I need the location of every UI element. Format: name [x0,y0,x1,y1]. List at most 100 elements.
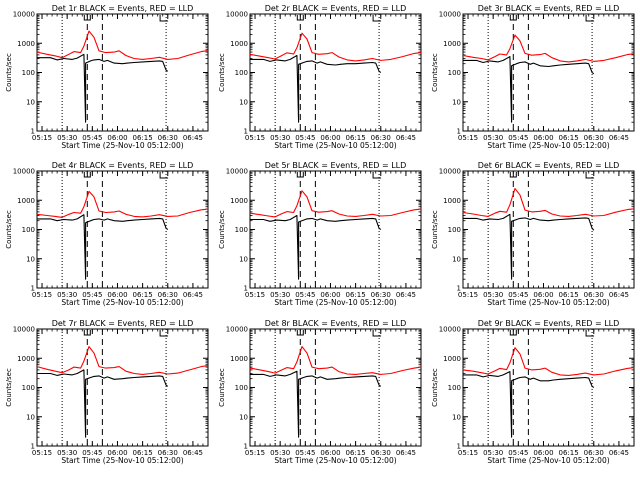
y-tick-label: 10000 [439,168,461,176]
y-tick-label: 100 [22,384,35,392]
series-line-events [463,213,595,280]
y-tick-label: 10 [26,255,35,263]
y-tick-label: 10 [452,413,461,421]
top-bracket-marker [159,172,169,179]
x-tick-label: 05:45 [295,291,315,299]
x-tick-label: 06:15 [133,449,153,457]
x-tick-label: 06:30 [158,449,178,457]
y-tick-label: 1000 [230,197,248,205]
panel-title: Det 8r BLACK = Events, RED = LLD [265,319,407,328]
x-tick-label: 06:15 [559,449,579,457]
y-tick-label: 1 [31,285,35,293]
top-bracket-marker [372,15,382,22]
y-tick-label: 10000 [226,11,248,19]
x-axis-label: Start Time (25-Nov-10 05:12:00) [274,298,396,307]
y-tick-label: 1000 [17,40,35,48]
panel-title: Det 4r BLACK = Events, RED = LLD [52,161,194,170]
x-tick-label: 06:15 [346,291,366,299]
x-tick-label: 05:15 [458,449,478,457]
y-tick-label: 10 [239,255,248,263]
panel-det-1r: Det 1r BLACK = Events, RED = LLD 1 10 100 10… [5,4,209,150]
plot-frame [249,170,422,289]
series-line-events [37,369,169,438]
x-tick-label: 05:45 [295,134,315,142]
y-tick-label: 10 [239,98,248,106]
x-tick-label: 06:15 [559,291,579,299]
y-tick-label: 10 [26,413,35,421]
x-axis-label: Start Time (25-Nov-10 05:12:00) [487,298,609,307]
x-axis-label: Start Time (25-Nov-10 05:12:00) [487,456,609,465]
x-axis-label: Start Time (25-Nov-10 05:12:00) [61,298,183,307]
top-bracket-marker [159,330,169,337]
series-line-lld [462,347,635,376]
y-tick-label: 1 [244,443,248,451]
x-tick-label: 06:45 [183,449,203,457]
x-tick-label: 06:15 [346,449,366,457]
x-tick-label: 06:00 [533,449,553,457]
x-tick-label: 05:15 [245,134,265,142]
x-tick-label: 05:30 [270,291,290,299]
top-bracket-marker [585,15,595,22]
y-tick-label: 10000 [13,326,35,334]
x-tick-label: 06:00 [533,291,553,299]
y-tick-label: 1000 [230,40,248,48]
y-tick-label: 1 [457,443,461,451]
y-tick-label: 10 [239,413,248,421]
x-tick-label: 06:00 [320,134,340,142]
x-tick-label: 06:45 [609,291,629,299]
y-tick-label: 1 [244,128,248,136]
top-bracket-marker [159,15,169,22]
panel-det-5r: Det 5r BLACK = Events, RED = LLD 1 10 100 10… [218,161,422,307]
y-tick-label: 100 [448,226,461,234]
x-tick-label: 06:15 [133,134,153,142]
series-line-events [463,371,595,438]
x-tick-label: 06:45 [396,291,416,299]
x-tick-label: 05:15 [245,291,265,299]
y-tick-label: 100 [235,226,248,234]
y-tick-label: 100 [235,384,248,392]
series-line-events [250,54,382,123]
series-line-lld [462,188,635,217]
x-tick-label: 06:30 [158,291,178,299]
x-tick-label: 05:45 [508,291,528,299]
series-line-lld [36,30,209,60]
series-line-lld [36,346,209,375]
x-tick-label: 05:30 [270,449,290,457]
panel-title: Det 3r BLACK = Events, RED = LLD [478,4,620,13]
y-tick-label: 1 [457,128,461,136]
x-tick-label: 05:15 [458,291,478,299]
y-tick-label: 1000 [443,40,461,48]
x-axis-label: Start Time (25-Nov-10 05:12:00) [487,141,609,150]
y-tick-label: 100 [22,226,35,234]
x-tick-label: 05:30 [483,291,503,299]
x-tick-label: 06:00 [320,449,340,457]
y-tick-label: 100 [448,384,461,392]
y-tick-label: 1 [244,285,248,293]
y-axis-label: Counts/sec [5,368,13,407]
x-tick-label: 05:45 [295,449,315,457]
panel-det-6r: Det 6r BLACK = Events, RED = LLD 1 10 100 10… [431,161,635,307]
y-tick-label: 1 [31,443,35,451]
x-tick-label: 06:15 [133,291,153,299]
x-tick-label: 05:15 [32,291,52,299]
x-tick-label: 05:15 [32,134,52,142]
x-tick-label: 06:45 [183,291,203,299]
series-line-events [37,53,169,123]
x-axis-label: Start Time (25-Nov-10 05:12:00) [274,456,396,465]
y-tick-label: 10000 [226,326,248,334]
y-tick-label: 10 [452,98,461,106]
x-tick-label: 06:30 [158,134,178,142]
top-bracket-marker [296,330,304,336]
y-tick-label: 10 [26,98,35,106]
y-tick-label: 10000 [13,11,35,19]
y-axis-label: Counts/sec [218,210,226,249]
x-tick-label: 06:30 [584,134,604,142]
x-tick-label: 06:30 [371,291,391,299]
plot-frame [462,328,635,447]
series-line-lld [36,190,209,218]
x-tick-label: 06:15 [559,134,579,142]
panel-det-3r: Det 3r BLACK = Events, RED = LLD 1 10 100 10… [431,4,635,150]
top-bracket-marker [509,15,517,21]
x-axis-label: Start Time (25-Nov-10 05:12:00) [61,141,183,150]
